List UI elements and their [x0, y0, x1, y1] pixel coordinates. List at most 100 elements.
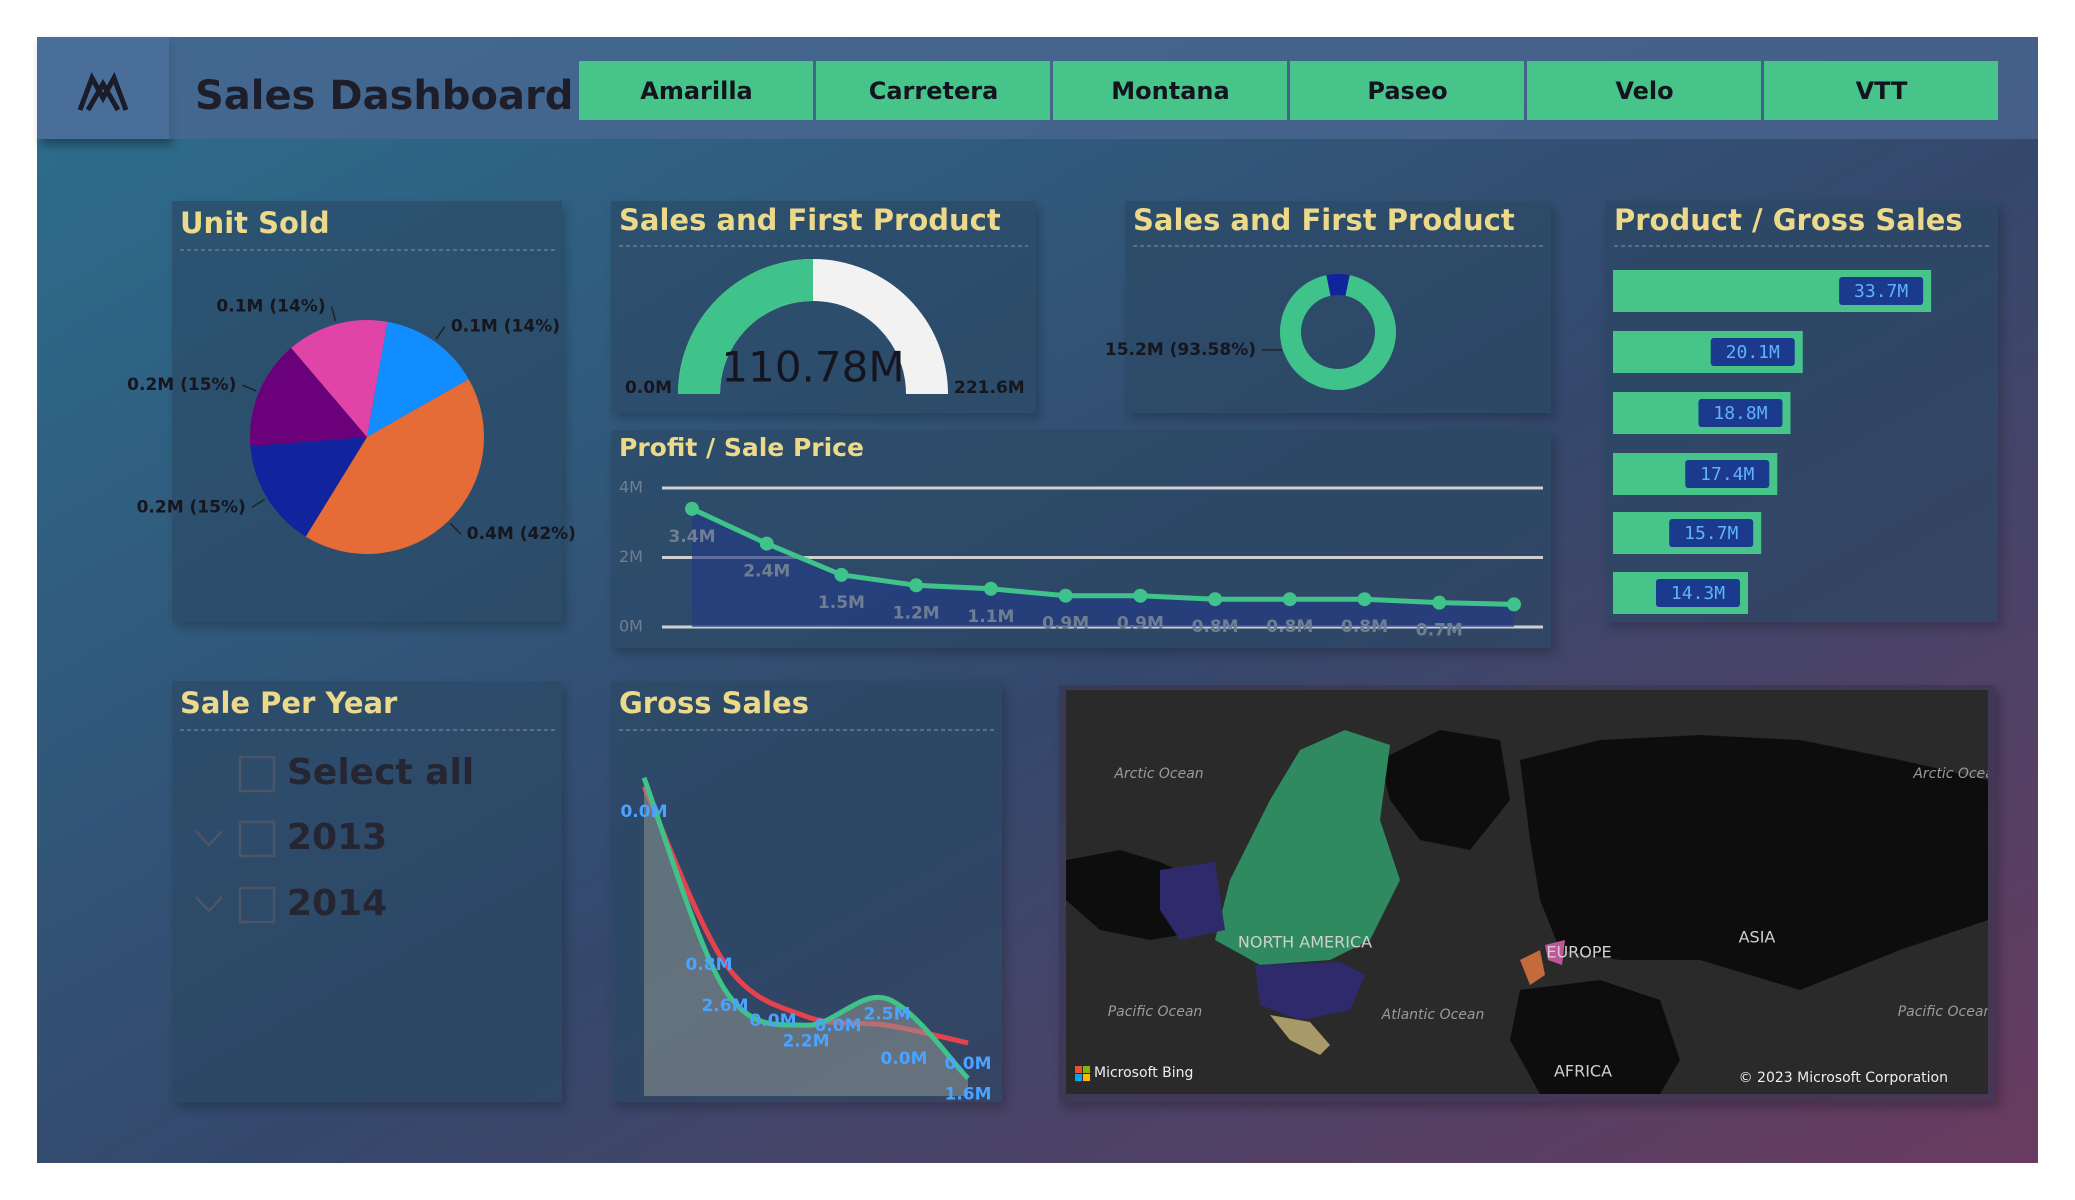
data-label: 0.7M: [1416, 621, 1463, 641]
point: [983, 581, 998, 596]
land: [1510, 980, 1680, 1094]
checkbox[interactable]: [238, 820, 276, 858]
bing-logo: [1075, 1074, 1082, 1081]
data-label: 17.4M: [1700, 464, 1754, 485]
map-label: EUROPE: [1546, 943, 1611, 962]
panel: [172, 681, 562, 1102]
map[interactable]: Arctic Ocean Arctic Ocean Pacific Ocean Pac…: [1066, 690, 2003, 1094]
point: [1432, 595, 1447, 610]
tab[interactable]: [1764, 61, 1998, 120]
bing-logo: [1075, 1066, 1082, 1073]
data-label: 0.0M: [620, 802, 667, 822]
y-tick-label: 2M: [619, 547, 643, 566]
land: [1520, 735, 1988, 990]
point: [1507, 597, 1521, 612]
tab[interactable]: [1527, 61, 1761, 120]
data-label: 1.6M: [944, 1084, 991, 1104]
label-box: [1698, 399, 1783, 427]
data-label: 0.9M: [1042, 614, 1089, 634]
tab-label[interactable]: Velo: [1615, 77, 1673, 105]
bing-logo: [1083, 1066, 1090, 1073]
pie-slice: [367, 321, 469, 437]
data-label: 0.4M (42%): [467, 524, 576, 544]
tab-label[interactable]: Montana: [1111, 77, 1229, 105]
data-label: 0.2M (15%): [127, 375, 236, 395]
tab-label[interactable]: Amarilla: [640, 77, 753, 105]
data-label: 2.5M: [863, 1005, 910, 1025]
slicer-item[interactable]: 2013: [287, 817, 387, 858]
panel-title: Profit / Sale Price: [619, 433, 864, 462]
slicer-item[interactable]: Select all: [287, 752, 474, 793]
point: [1282, 592, 1297, 607]
map-attribution: Microsoft Bing: [1094, 1065, 1193, 1081]
data-label: 1.1M: [967, 607, 1014, 627]
gauge-tick-label: 0.0M: [625, 378, 672, 398]
map-copyright: © 2023 Microsoft Corporation: [1739, 1070, 1948, 1086]
data-label: 1.2M: [893, 603, 940, 623]
leader-line: [435, 326, 446, 340]
gauge-value: [678, 259, 813, 394]
pie-slice: [305, 379, 484, 554]
donut-slice: [1326, 274, 1350, 296]
region-canada: [1215, 730, 1400, 965]
panel-title: Sales and First Product: [1133, 203, 1515, 237]
label-box: [1685, 460, 1770, 488]
leader-line: [242, 384, 257, 392]
line: [690, 506, 1515, 607]
line: [641, 776, 970, 1081]
data-label: 0.1M (14%): [216, 297, 325, 317]
label-box: [1710, 338, 1795, 366]
gauge-tick-label: 221.6M: [954, 378, 1025, 398]
area: [692, 508, 1514, 627]
data-label: 0.8M: [685, 955, 732, 975]
data-label: 20.1M: [1726, 342, 1780, 363]
map-label: ASIA: [1739, 928, 1776, 947]
panel-title: Product / Gross Sales: [1614, 203, 1963, 237]
data-label: 0.1M (14%): [451, 317, 560, 337]
data-label: 0.0M: [749, 1011, 796, 1031]
leader-line: [251, 498, 265, 508]
data-label: 15.2M (93.58%): [1105, 340, 1256, 360]
map-label: Pacific Ocean: [1898, 1004, 1993, 1020]
label-box: [1839, 277, 1924, 305]
panel-title: Unit Sold: [180, 206, 330, 240]
data-label: 18.8M: [1713, 403, 1767, 424]
data-label: 1.5M: [818, 593, 865, 613]
tab[interactable]: [1290, 61, 1524, 120]
data-label: 0.8M: [1192, 617, 1239, 637]
tab[interactable]: [1053, 61, 1287, 120]
tab-label[interactable]: VTT: [1856, 77, 1908, 105]
tab-label[interactable]: Carretera: [869, 77, 999, 105]
land: [1380, 730, 1510, 850]
checkbox[interactable]: [238, 886, 276, 924]
title-underlines: [180, 245, 1990, 731]
tab-label[interactable]: Paseo: [1367, 77, 1447, 105]
map-label: Pacific Ocean: [1108, 1004, 1203, 1020]
data-label: 2.2M: [782, 1031, 829, 1051]
y-tick-label: 0M: [619, 617, 643, 636]
data-label: 0.9M: [1117, 614, 1164, 634]
data-label: 14.3M: [1671, 583, 1725, 604]
region-usa: [1255, 962, 1365, 1020]
map-label: AFRICA: [1554, 1062, 1612, 1081]
map-label: Atlantic Ocean: [1381, 1007, 1485, 1023]
tab[interactable]: [816, 61, 1050, 120]
point: [1058, 588, 1073, 603]
slicer-item[interactable]: 2014: [287, 883, 387, 924]
data-label: 0.0M: [880, 1049, 927, 1069]
pie-slice: [250, 437, 367, 537]
donut-slice: [1280, 275, 1397, 390]
y-tick-label: 4M: [619, 478, 643, 497]
checkbox[interactable]: [238, 755, 276, 793]
data-label: 2.4M: [743, 562, 790, 582]
panel-title: Gross Sales: [619, 686, 809, 720]
tab[interactable]: [579, 61, 813, 120]
data-label: 0.2M (15%): [137, 497, 246, 517]
point: [1133, 588, 1148, 603]
data-label: 15.7M: [1684, 523, 1738, 544]
data-label: 2.6M: [701, 996, 748, 1016]
expand-chevron[interactable]: [195, 830, 223, 847]
expand-chevron[interactable]: [195, 896, 223, 913]
data-label: 0.8M: [1341, 617, 1388, 637]
